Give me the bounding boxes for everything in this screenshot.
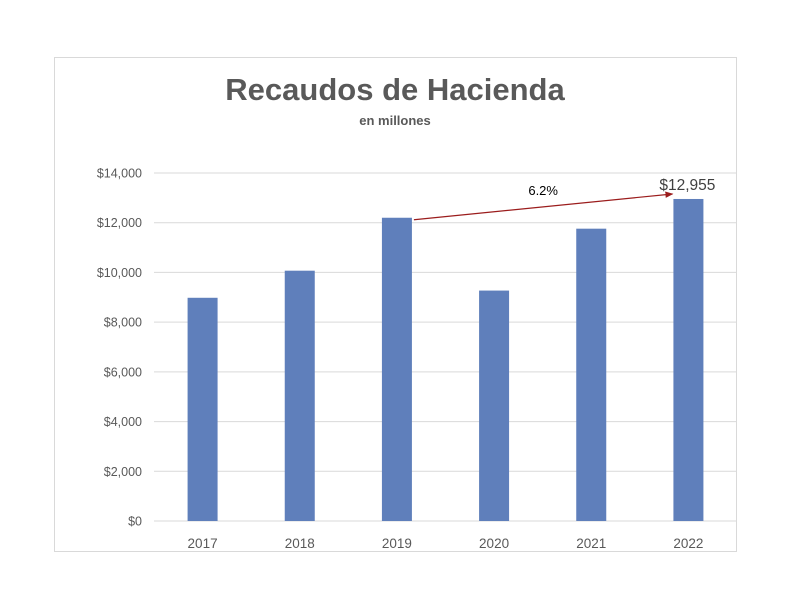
growth-arrow [413, 191, 674, 221]
growth-label: 6.2% [528, 183, 558, 198]
x-tick-label: 2020 [479, 536, 509, 551]
bar [673, 198, 704, 521]
x-tick-label: 2021 [576, 536, 606, 551]
y-tick-label: $4,000 [104, 415, 142, 429]
bar [576, 228, 607, 521]
y-tick-label: $14,000 [97, 167, 142, 181]
x-tick-label: 2018 [285, 536, 315, 551]
gridlines [154, 172, 737, 522]
data-label: $12,955 [659, 177, 715, 194]
x-axis: 2017 2018 2019 2020 2021 2022 [188, 536, 704, 551]
chart-subtitle: en millones [359, 113, 431, 128]
y-tick-label: $12,000 [97, 216, 142, 230]
x-tick-label: 2019 [382, 536, 412, 551]
x-tick-label: 2017 [188, 536, 218, 551]
x-tick-label: 2022 [673, 536, 703, 551]
y-tick-label: $2,000 [104, 465, 142, 479]
y-tick-label: $8,000 [104, 316, 142, 330]
chart-title: Recaudos de Hacienda [225, 72, 565, 107]
annotations: $12,955 6.2% [413, 177, 715, 221]
y-tick-label: $0 [128, 515, 142, 529]
bar [284, 270, 315, 521]
y-tick-label: $10,000 [97, 266, 142, 280]
y-axis: $0 $2,000 $4,000 $6,000 $8,000 $10,000 $12,000… [97, 167, 142, 529]
y-tick-label: $6,000 [104, 365, 142, 379]
bar [381, 217, 412, 521]
bar [187, 297, 218, 521]
bars [187, 198, 704, 521]
bar [479, 290, 510, 521]
